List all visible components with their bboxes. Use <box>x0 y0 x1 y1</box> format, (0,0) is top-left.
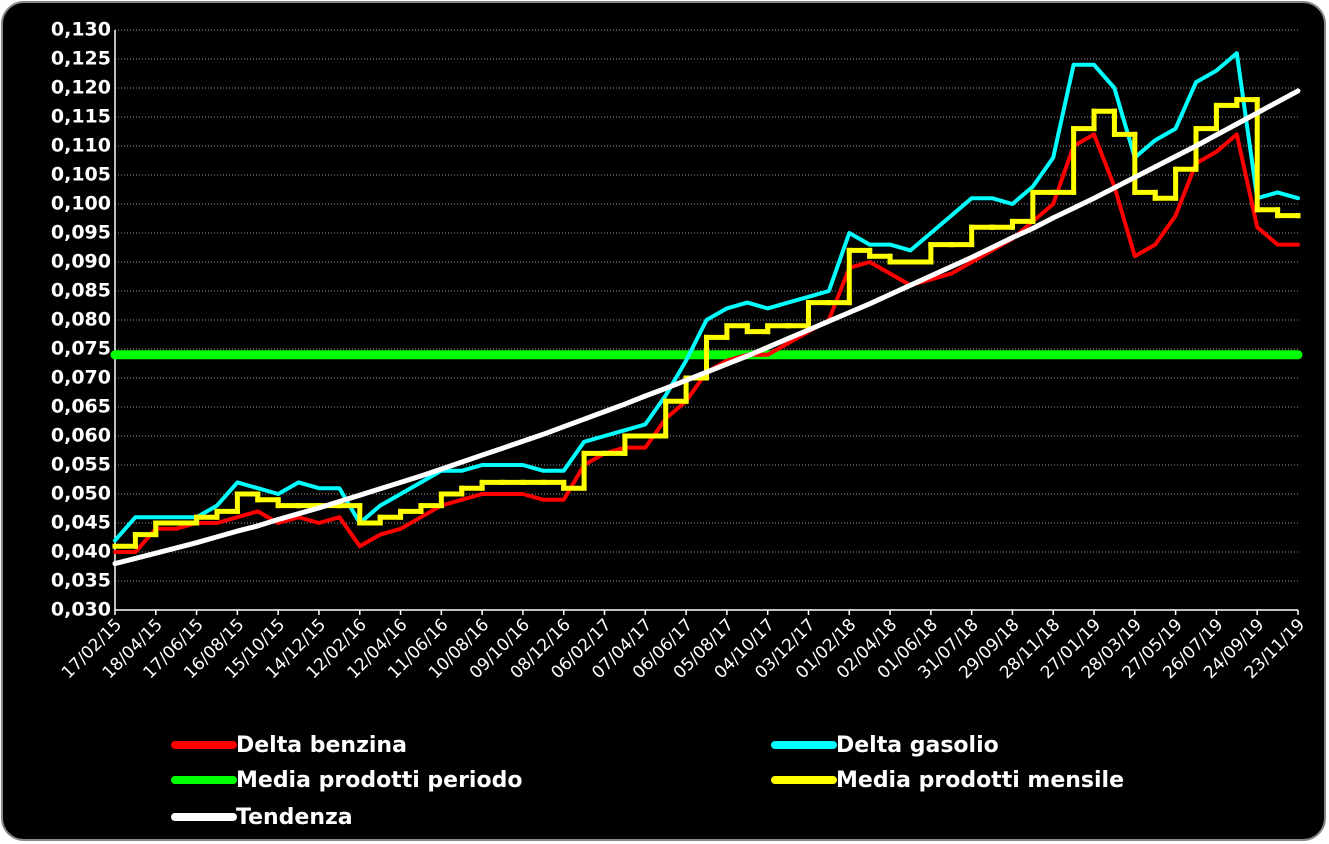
y-tick-label: 0,065 <box>51 396 111 418</box>
y-tick-label: 0,055 <box>51 454 111 476</box>
y-tick-label: 0,100 <box>51 193 111 215</box>
y-tick-label: 0,110 <box>51 135 111 157</box>
y-tick-label: 0,040 <box>51 541 111 563</box>
series-line <box>112 88 1301 567</box>
y-tick-label: 0,070 <box>51 367 111 389</box>
y-tick-label: 0,060 <box>51 425 111 447</box>
legend-label: Delta benzina <box>236 733 407 758</box>
y-tick-label: 0,130 <box>51 19 111 41</box>
y-tick-label: 0,030 <box>51 599 111 621</box>
y-tick-label: 0,085 <box>51 280 111 302</box>
y-tick-label: 0,035 <box>51 570 111 592</box>
legend-label: Delta gasolio <box>836 733 999 758</box>
y-tick-label: 0,090 <box>51 251 111 273</box>
legend-label: Media prodotti mensile <box>836 768 1124 793</box>
y-tick-label: 0,095 <box>51 222 111 244</box>
y-tick-label: 0,105 <box>51 164 111 186</box>
y-tick-label: 0,120 <box>51 77 111 99</box>
y-tick-label: 0,125 <box>51 48 111 70</box>
y-tick-label: 0,050 <box>51 483 111 505</box>
y-tick-label: 0,080 <box>51 309 111 331</box>
series-line <box>113 51 1300 543</box>
legend-label: Tendenza <box>236 805 353 830</box>
y-tick-label: 0,115 <box>51 106 111 128</box>
y-tick-label: 0,075 <box>51 338 111 360</box>
legend-label: Media prodotti periodo <box>236 768 522 793</box>
y-tick-label: 0,045 <box>51 512 111 534</box>
